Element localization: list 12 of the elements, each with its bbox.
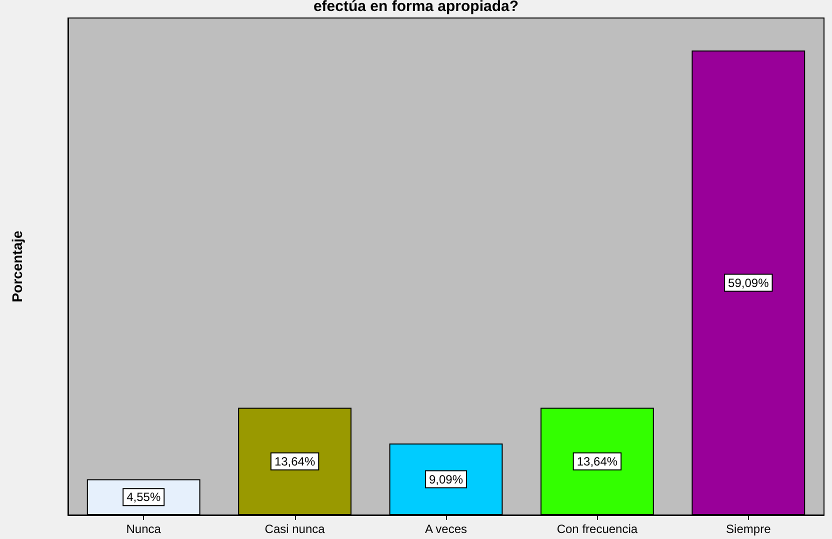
data-label: 59,09%	[728, 276, 770, 290]
x-tick-label: Con frecuencia	[556, 522, 638, 536]
x-tick-label: Siempre	[726, 522, 772, 536]
x-tick-label: Casi nunca	[264, 522, 326, 536]
x-tick-label: Nunca	[126, 522, 162, 536]
y-axis-title: Porcentaje	[9, 230, 25, 302]
data-label: 13,64%	[274, 454, 316, 468]
data-label: 9,09%	[428, 472, 464, 486]
x-tick-label: A veces	[424, 522, 468, 536]
chart-title: efectúa en forma apropiada?	[313, 0, 519, 15]
data-label: 4,55%	[126, 490, 161, 504]
data-label: 13,64%	[576, 454, 618, 468]
